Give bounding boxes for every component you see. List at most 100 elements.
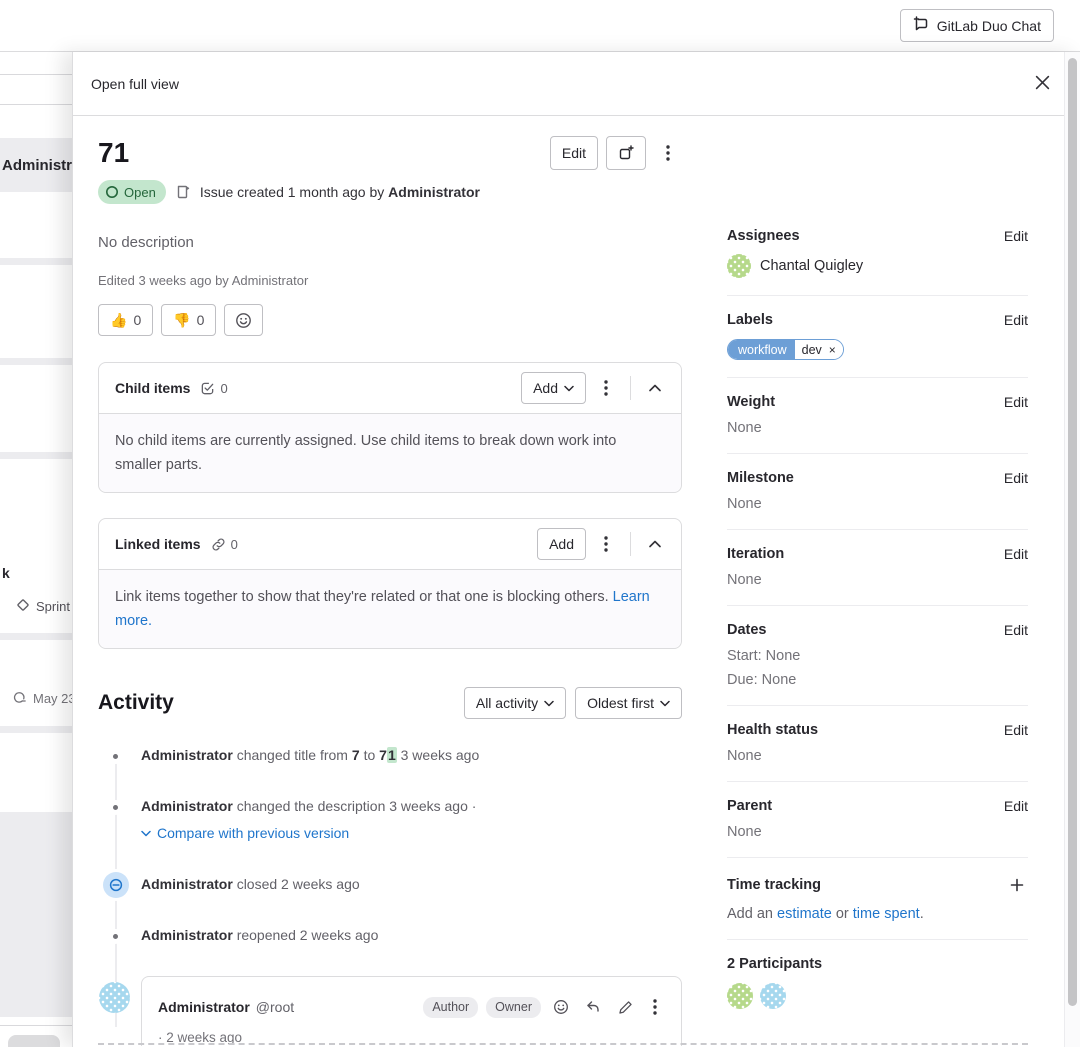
- child-items-kebab-icon[interactable]: [592, 372, 620, 404]
- chevron-down-icon: [141, 830, 151, 837]
- timeline-entry-description-change: Administrator changed the description 3 …: [98, 796, 682, 844]
- divider: [630, 532, 631, 556]
- linked-items-header: Linked items 0 Add: [99, 519, 681, 569]
- label-scope: workflow: [728, 340, 795, 359]
- assignees-edit-button[interactable]: Edit: [1003, 228, 1028, 244]
- time-tracking-add-icon[interactable]: [1006, 874, 1028, 896]
- chevron-down-icon: [544, 700, 554, 706]
- no-description-text: No description: [98, 234, 194, 251]
- child-items-card: Child items 0 Add: [98, 362, 682, 493]
- gitlab-duo-chat-button[interactable]: GitLab Duo Chat: [899, 9, 1054, 42]
- linked-items-count: 0: [211, 537, 238, 552]
- participant-avatar-green[interactable]: [727, 983, 753, 1009]
- thumbs-down-icon: 👎: [173, 311, 191, 328]
- weight-edit-button[interactable]: Edit: [1003, 394, 1028, 410]
- background-selected-row[interactable]: Administra: [0, 138, 72, 192]
- created-author: Administrator: [388, 184, 480, 200]
- health-status-title: Health status: [727, 722, 819, 738]
- sidebar-section-assignees: Assignees Edit Chantal Quigley: [727, 228, 1028, 296]
- activity-header: Activity All activity Oldest first: [98, 687, 682, 719]
- milestone-edit-button[interactable]: Edit: [1003, 470, 1028, 486]
- thumbs-up-button[interactable]: 👍 0: [98, 304, 154, 336]
- comment-card: Administrator @root Author Owner: [141, 976, 682, 1046]
- milestone-title: Milestone: [727, 470, 794, 486]
- assignee-avatar: [727, 254, 751, 278]
- participants-avatars: [727, 983, 1028, 1009]
- issue-type-icon: [175, 184, 191, 200]
- edit-button[interactable]: Edit: [549, 136, 598, 170]
- label-remove-icon[interactable]: ×: [828, 342, 836, 357]
- comment-author-name[interactable]: Administrator: [158, 999, 250, 1015]
- scrollbar-track[interactable]: [1064, 52, 1080, 1047]
- linked-items-add-button[interactable]: Add: [537, 528, 586, 560]
- learn-more-link[interactable]: Learn more.: [115, 589, 650, 629]
- owner-badge: Owner: [486, 996, 541, 1018]
- time-spent-link[interactable]: time spent: [852, 906, 920, 922]
- weight-value: None: [727, 420, 762, 436]
- milestone-value: None: [727, 496, 762, 512]
- scoped-label-workflow-dev[interactable]: workflow dev ×: [727, 339, 844, 360]
- activity-sort-dropdown[interactable]: Oldest first: [575, 687, 682, 719]
- open-full-view-link[interactable]: Open full view: [91, 75, 179, 92]
- comment-author-avatar[interactable]: [99, 982, 130, 1013]
- background-gray-block: [0, 812, 72, 1017]
- assignees-title: Assignees: [727, 228, 800, 244]
- comment-author-username[interactable]: @root: [255, 999, 295, 1015]
- sidebar-section-time-tracking: Time tracking Add an estimate or time sp…: [727, 858, 1028, 940]
- smiley-icon: [236, 312, 252, 328]
- copy-reference-button[interactable]: [606, 136, 646, 170]
- child-items-add-button[interactable]: Add: [521, 372, 586, 404]
- dates-start-value: Start: None: [727, 648, 801, 664]
- date-label: May 23: [33, 690, 72, 706]
- thumbs-down-button[interactable]: 👎 0: [161, 304, 217, 336]
- labels-title: Labels: [727, 312, 773, 328]
- duo-chat-icon: [913, 16, 929, 35]
- reopen-arrow-icon: [12, 689, 27, 707]
- compare-previous-version-link[interactable]: Compare with previous version: [141, 823, 682, 844]
- author-badge: Author: [423, 996, 479, 1018]
- background-row-gap: [0, 633, 72, 640]
- linked-items-empty-text: Link items together to show that they're…: [99, 569, 681, 648]
- sidebar-section-iteration: Iteration Edit None: [727, 530, 1028, 606]
- labels-edit-button[interactable]: Edit: [1003, 312, 1028, 328]
- comment-timestamp[interactable]: · 2 weeks ago: [158, 1030, 243, 1045]
- iteration-title: Iteration: [727, 546, 785, 562]
- background-date-row[interactable]: May 23: [12, 689, 72, 707]
- assignee-item[interactable]: Chantal Quigley: [727, 254, 1028, 278]
- comment-edit-pencil-icon[interactable]: [613, 991, 637, 1023]
- linked-items-collapse-icon[interactable]: [641, 528, 669, 560]
- health-status-edit-button[interactable]: Edit: [1003, 722, 1028, 738]
- time-tracking-hint: Add an estimate or time spent.: [727, 906, 924, 922]
- linked-items-card: Linked items 0 Add: [98, 518, 682, 649]
- timeline-dot: [111, 932, 120, 941]
- dates-edit-button[interactable]: Edit: [1003, 622, 1028, 638]
- status-badge: Open: [98, 180, 166, 204]
- estimate-link[interactable]: estimate: [777, 906, 832, 922]
- comment-add-reaction-icon[interactable]: [549, 991, 573, 1023]
- add-label: Add: [549, 536, 574, 552]
- more-actions-kebab-icon[interactable]: [654, 137, 682, 169]
- sidebar-section-milestone: Milestone Edit None: [727, 454, 1028, 530]
- bottom-dashed-divider: [98, 1043, 1028, 1045]
- activity-sort-label: Oldest first: [587, 695, 654, 711]
- parent-edit-button[interactable]: Edit: [1003, 798, 1028, 814]
- background-row-label: Administra: [2, 156, 72, 174]
- close-icon[interactable]: [1031, 70, 1054, 98]
- timeline-dot: [111, 752, 120, 761]
- activity-filter-dropdown[interactable]: All activity: [463, 687, 567, 719]
- linked-items-kebab-icon[interactable]: [592, 528, 620, 560]
- comment-kebab-icon[interactable]: [645, 991, 665, 1023]
- participant-avatar-blue[interactable]: [760, 983, 786, 1009]
- timeline-entry-title-change: Administrator changed title from 7 to 71…: [98, 745, 682, 766]
- background-tab-fragment: [8, 1035, 60, 1047]
- activity-filter-label: All activity: [475, 695, 539, 711]
- sidebar-section-participants: 2 Participants: [727, 940, 1028, 1026]
- add-reaction-button[interactable]: [224, 304, 264, 336]
- comment-reply-icon[interactable]: [581, 991, 605, 1023]
- parent-value: None: [727, 824, 762, 840]
- child-items-collapse-icon[interactable]: [641, 372, 669, 404]
- background-sprint-row[interactable]: Sprint 1: [16, 598, 72, 615]
- iteration-edit-button[interactable]: Edit: [1003, 546, 1028, 562]
- scrollbar-thumb[interactable]: [1068, 58, 1077, 1006]
